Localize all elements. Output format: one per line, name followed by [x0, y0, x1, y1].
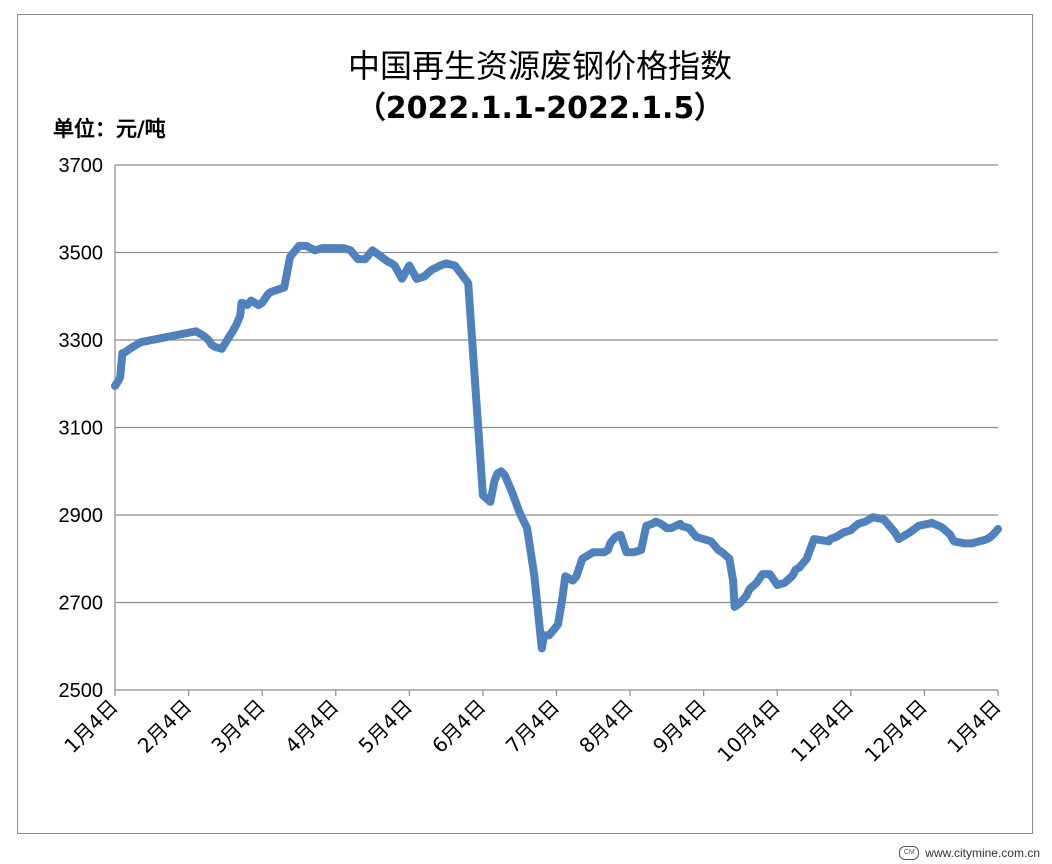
x-axis-ticks: 1月4日 2月4日 3月4日 4月4日 5月4日 6月4日 7月4日 8月4日 9月4日 10月4… [59, 690, 1006, 767]
unit-label: 单位：元/吨 [53, 117, 166, 141]
y-tick-label: 2900 [59, 505, 104, 527]
x-tick-label: 5月4日 [354, 695, 417, 758]
x-tick-label: 3月4日 [206, 695, 269, 758]
y-tick-label: 3300 [59, 330, 104, 352]
x-tick-label: 11月4日 [786, 695, 858, 767]
watermark-text: www.citymine.com.cn [925, 846, 1040, 860]
y-tick-label: 3500 [59, 243, 104, 265]
chart-title: 中国再生资源废钢价格指数 [348, 47, 732, 85]
watermark: CM www.citymine.com.cn [899, 846, 1040, 860]
series-line [111, 241, 1002, 653]
x-tick-label: 8月4日 [574, 695, 637, 758]
x-tick-label: 10月4日 [713, 695, 785, 767]
x-tick-label: 2月4日 [133, 695, 196, 758]
chart-subtitle: （2022.1.1-2022.1.5） [356, 91, 725, 126]
x-tick-label: 1月4日 [942, 695, 1005, 758]
x-tick-label: 1月4日 [59, 695, 122, 758]
x-tick-label: 4月4日 [280, 695, 343, 758]
x-tick-label: 9月4日 [648, 695, 711, 758]
watermark-logo: CM [899, 846, 920, 860]
y-tick-label: 3100 [59, 418, 104, 440]
x-tick-label: 6月4日 [427, 695, 490, 758]
x-tick-label: 7月4日 [501, 695, 564, 758]
y-tick-label: 2700 [59, 593, 104, 615]
y-tick-label: 3700 [59, 155, 104, 177]
chart-frame [17, 14, 1033, 834]
y-tick-label: 2500 [59, 680, 104, 702]
y-axis-ticks: 2500 2700 2900 3100 3300 3500 3700 [59, 155, 104, 702]
x-tick-label: 12月4日 [860, 695, 932, 767]
